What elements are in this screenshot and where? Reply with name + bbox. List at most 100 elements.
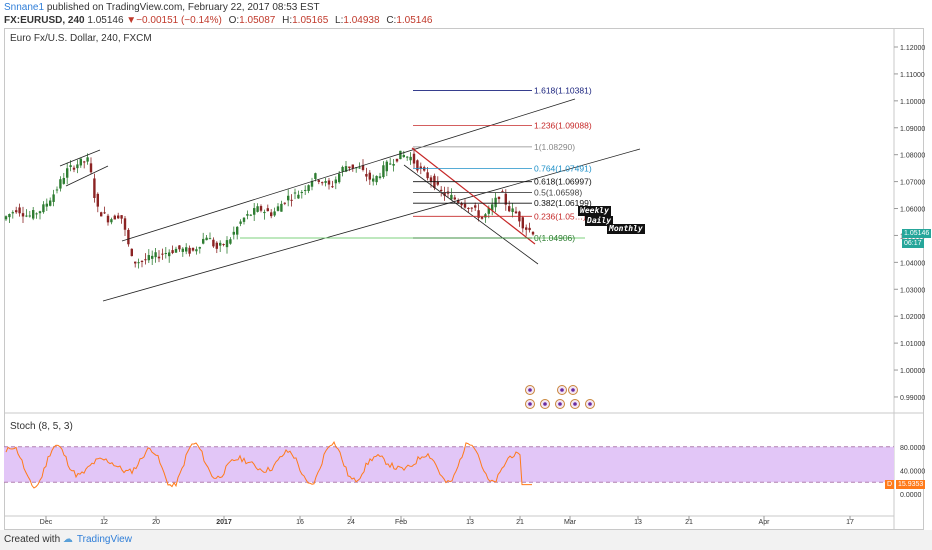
candle-up — [236, 226, 239, 235]
candle-up — [11, 212, 14, 214]
stoch-axis-label: 80.0000 — [900, 445, 925, 452]
candle-down — [528, 227, 531, 231]
candle-down — [127, 229, 130, 245]
candle-up — [49, 200, 52, 206]
candle-up — [208, 238, 212, 240]
candle-down — [178, 245, 181, 250]
candle-down — [327, 180, 331, 185]
fib-label: 0.618(1.06997) — [534, 177, 592, 187]
price-axis-label: 1.09000 — [900, 126, 925, 133]
candle-up — [168, 252, 171, 257]
candle-up — [389, 163, 392, 165]
candle-down — [480, 217, 484, 219]
symbol-label: FX:EURUSD, 240 — [4, 15, 85, 26]
fib-label: 0.382(1.06199) — [534, 198, 592, 208]
candle-up — [487, 207, 490, 214]
candle-up — [219, 242, 222, 246]
candle-up — [225, 240, 229, 248]
candle-up — [195, 249, 198, 252]
stoch-axis-label: 40.0000 — [900, 468, 925, 475]
event-marker-dot — [528, 388, 532, 392]
candle-down — [283, 202, 286, 204]
candle-up — [409, 156, 412, 161]
candles — [4, 147, 535, 269]
candle-up — [181, 248, 184, 252]
publish-line: Snnane1 published on TradingView.com, Fe… — [4, 2, 932, 13]
low-label: L: — [335, 15, 344, 26]
high-value: 1.05165 — [292, 15, 329, 26]
candle-up — [25, 215, 28, 217]
time-axis-label: 16 — [296, 519, 304, 526]
candle-down — [474, 205, 477, 208]
tradingview-link[interactable]: TradingView — [76, 534, 132, 545]
candle-down — [423, 167, 426, 171]
candle-down — [508, 206, 511, 212]
candle-down — [290, 199, 293, 201]
stochastic-pane — [4, 441, 894, 489]
candle-down — [521, 217, 524, 229]
candle-up — [256, 206, 259, 212]
candle-up — [382, 165, 385, 178]
candle-up — [154, 252, 157, 258]
author-link[interactable]: Snnane1 — [4, 2, 45, 13]
candle-up — [42, 204, 45, 213]
time-axis-label: 13 — [466, 519, 474, 526]
time-axis-label: 13 — [634, 519, 642, 526]
candle-up — [334, 179, 337, 184]
candle-down — [514, 211, 518, 214]
candle-down — [161, 253, 164, 255]
candle-up — [307, 185, 310, 191]
price-axis-label: 1.12000 — [900, 45, 925, 52]
candle-down — [21, 213, 25, 217]
candle-down — [106, 215, 110, 223]
created-with-label: Created with — [4, 534, 61, 545]
candle-down — [467, 207, 470, 209]
descending-channel-lower — [403, 164, 539, 265]
annotation-weekly[interactable]: Weekly — [578, 206, 611, 216]
ohlc-line: FX:EURUSD, 240 1.05146 ▼−0.00151 (−0.14%… — [4, 15, 932, 26]
candle-up — [45, 203, 48, 207]
stoch-k-line — [5, 441, 532, 489]
candle-down — [72, 167, 76, 170]
candle-up — [338, 173, 341, 183]
axes: 1.12000 1.11000 1.10000 1.09000 1.08000 1.070… — [40, 45, 926, 526]
annotation-monthly[interactable]: Monthly — [607, 224, 645, 234]
candle-up — [263, 211, 266, 214]
candle-down — [89, 163, 93, 173]
candle-down — [531, 231, 535, 235]
candle-down — [188, 247, 191, 254]
fib-label: 1.236(1.09088) — [534, 120, 592, 130]
candle-down — [270, 212, 273, 217]
candle-up — [66, 168, 69, 178]
stoch-axis-label: 0.0000 — [900, 492, 922, 499]
fib-label: 1(1.08290) — [534, 142, 575, 152]
candle-up — [484, 214, 487, 218]
event-marker-dot — [588, 402, 592, 406]
annotation-daily[interactable]: Daily — [585, 216, 614, 226]
candle-up — [8, 214, 11, 218]
candle-up — [293, 192, 297, 194]
candle-down — [321, 182, 324, 184]
countdown-tag: 06:17 — [902, 239, 924, 248]
candle-down — [436, 181, 439, 185]
candle-down — [103, 212, 106, 214]
candle-up — [385, 161, 388, 172]
fib-label: 0(1.04906) — [534, 233, 575, 243]
last-price: 1.05146 — [87, 15, 124, 26]
candle-down — [348, 166, 351, 169]
event-marker-dot — [573, 402, 577, 406]
time-axis-label: Feb — [395, 519, 407, 526]
mini-channel-upper — [59, 149, 101, 167]
time-axis-label: 21 — [516, 519, 524, 526]
chart-title: Euro Fx/U.S. Dollar, 240, FXCM — [10, 33, 152, 44]
candle-down — [140, 260, 144, 262]
candle-up — [246, 214, 249, 216]
candle-up — [151, 255, 154, 259]
candle-up — [59, 179, 62, 189]
candle-down — [83, 161, 86, 163]
candle-up — [79, 158, 82, 166]
candle-down — [419, 166, 422, 169]
candle-down — [331, 186, 334, 188]
candle-up — [174, 248, 178, 253]
